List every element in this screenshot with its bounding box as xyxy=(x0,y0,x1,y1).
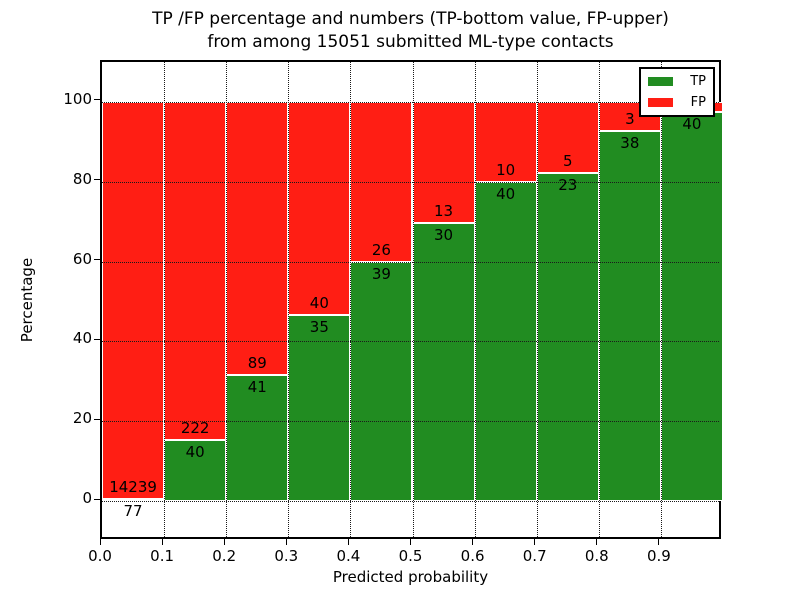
y-tick-mark xyxy=(94,338,100,340)
bar-tp-count-label: 77 xyxy=(123,501,143,520)
bar-fp-segment xyxy=(536,101,599,174)
bar-tp-segment xyxy=(536,173,599,502)
bar-fp-count-label: 222 xyxy=(180,419,210,438)
gridline-horizontal xyxy=(102,101,719,103)
legend-swatch-fp-icon xyxy=(648,98,673,107)
bar-tp-count-label: 38 xyxy=(620,134,640,153)
bar-tp-count-label: 40 xyxy=(496,184,516,203)
bar-tp-count-label: 40 xyxy=(682,114,702,133)
bar-tp-count-label: 41 xyxy=(247,378,267,397)
gridline-horizontal xyxy=(102,501,719,503)
bar-tp-segment xyxy=(412,222,475,502)
y-tick-label: 40 xyxy=(72,329,92,348)
bar-fp-segment xyxy=(226,101,289,376)
legend-swatch-tp-icon xyxy=(648,77,673,86)
x-tick-mark xyxy=(596,539,598,545)
x-tick-mark xyxy=(99,539,101,545)
bar-fp-count-label: 13 xyxy=(434,201,454,220)
gridline-horizontal xyxy=(102,181,719,183)
gridline-vertical xyxy=(536,62,538,537)
bar-fp-count-label: 3 xyxy=(625,110,635,129)
y-tick-mark xyxy=(94,498,100,500)
x-tick-mark xyxy=(472,539,474,545)
x-tick-label: 0.5 xyxy=(398,547,423,565)
x-tick-mark xyxy=(223,539,225,545)
bar-tp-segment xyxy=(350,261,413,502)
y-tick-mark xyxy=(94,179,100,181)
y-tick-label: 60 xyxy=(72,249,92,268)
bar-tp-count-label: 35 xyxy=(309,317,329,336)
x-tick-mark xyxy=(285,539,287,545)
bar-fp-count-label: 40 xyxy=(309,293,329,312)
x-tick-label: 0.3 xyxy=(274,547,299,565)
x-tick-label: 0.2 xyxy=(212,547,237,565)
gridline-vertical xyxy=(226,62,228,537)
x-tick-mark xyxy=(347,539,349,545)
legend-item-fp: FP xyxy=(648,95,706,110)
gridline-vertical xyxy=(598,62,600,537)
bar-tp-segment xyxy=(660,111,723,502)
chart-title-line1: TP /FP percentage and numbers (TP-bottom… xyxy=(152,9,669,29)
x-tick-mark xyxy=(658,539,660,545)
legend-label-fp: FP xyxy=(690,95,706,110)
y-tick-label: 100 xyxy=(63,89,92,108)
x-tick-label: 0.7 xyxy=(522,547,547,565)
gridline-vertical xyxy=(412,62,414,537)
x-tick-label: 0.8 xyxy=(584,547,609,565)
gridline-vertical xyxy=(350,62,352,537)
bar-tp-count-label: 40 xyxy=(185,443,205,462)
gridline-vertical xyxy=(164,62,166,537)
x-tick-label: 0.6 xyxy=(460,547,485,565)
chart-title: TP /FP percentage and numbers (TP-bottom… xyxy=(100,8,721,54)
legend-label-tp: TP xyxy=(690,74,706,89)
bar-tp-segment xyxy=(164,440,227,502)
bar-tp-segment xyxy=(102,498,165,502)
gridline-vertical xyxy=(660,62,662,537)
y-tick-mark xyxy=(94,259,100,261)
gridline-horizontal xyxy=(102,341,719,343)
x-tick-label: 0.1 xyxy=(150,547,175,565)
gridline-vertical xyxy=(288,62,290,537)
bar-fp-segment xyxy=(164,101,227,441)
legend-item-tp: TP xyxy=(648,74,706,89)
gridline-horizontal xyxy=(102,261,719,263)
x-tick-label: 0.9 xyxy=(646,547,671,565)
x-axis-label: Predicted probability xyxy=(332,568,489,586)
bar-tp-count-label: 30 xyxy=(434,225,454,244)
y-axis-label: Percentage xyxy=(18,257,36,343)
x-tick-label: 0.4 xyxy=(336,547,361,565)
y-tick-mark xyxy=(94,99,100,101)
y-tick-label: 20 xyxy=(72,409,92,428)
gridline-horizontal xyxy=(102,421,719,423)
bar-fp-count-label: 14239 xyxy=(109,477,157,496)
bar-tp-count-label: 39 xyxy=(371,264,391,283)
bar-tp-count-label: 23 xyxy=(558,176,578,195)
chart-title-line2: from among 15051 submitted ML-type conta… xyxy=(207,32,614,52)
x-tick-mark xyxy=(410,539,411,545)
bar-fp-segment xyxy=(288,101,351,315)
bar-fp-segment xyxy=(474,101,537,182)
bar-fp-count-label: 89 xyxy=(247,354,267,373)
bar-fp-segment xyxy=(412,101,475,223)
x-tick-mark xyxy=(534,539,536,545)
legend: TP FP xyxy=(639,67,715,117)
bar-tp-segment xyxy=(598,131,661,502)
y-tick-mark xyxy=(94,418,100,420)
bar-fp-count-label: 10 xyxy=(496,160,516,179)
bar-fp-count-label: 26 xyxy=(371,240,391,259)
x-tick-mark xyxy=(161,539,163,545)
y-tick-label: 0 xyxy=(82,489,92,508)
bar-tp-segment xyxy=(288,314,351,502)
y-tick-label: 80 xyxy=(72,169,92,188)
bar-fp-segment xyxy=(102,101,165,499)
bar-fp-count-label: 5 xyxy=(562,152,573,171)
x-tick-label: 0.0 xyxy=(88,547,112,565)
plot-area: TP FP 14239 77 222 40 89 41 40 35 26 39 13 30 10 40 5 2… xyxy=(100,60,723,539)
gridline-vertical xyxy=(474,62,476,537)
